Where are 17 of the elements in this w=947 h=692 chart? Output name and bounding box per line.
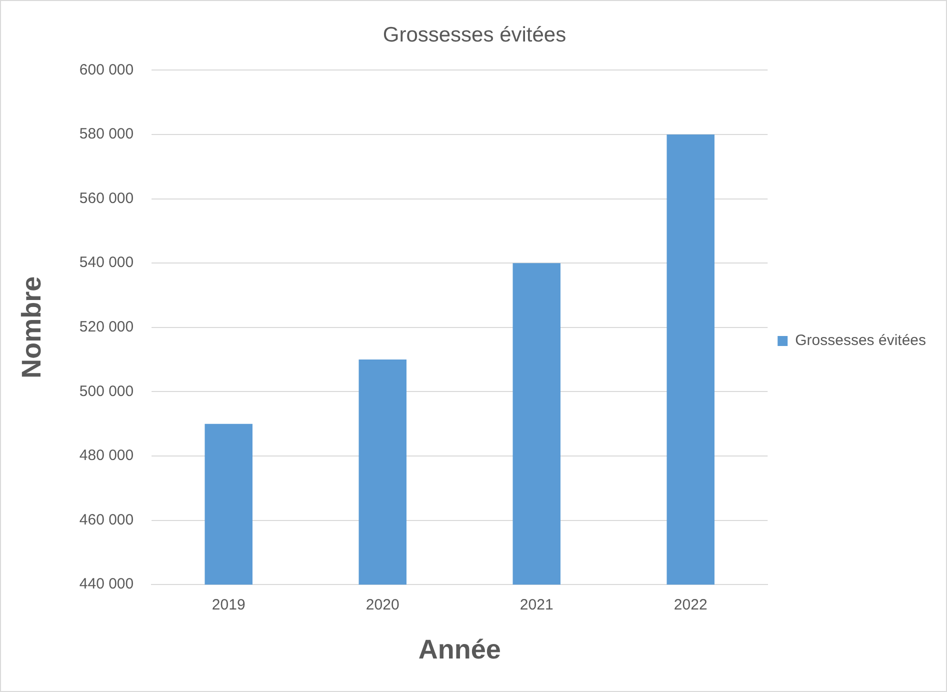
y-tick-label: 540 000 [79, 254, 134, 272]
y-tick-label: 600 000 [79, 61, 134, 78]
y-tick-label: 440 000 [79, 576, 134, 593]
x-axis-title: Année [418, 634, 501, 664]
y-tick-label: 520 000 [79, 318, 134, 336]
y-tick-label: 560 000 [79, 190, 134, 207]
y-tick-label: 480 000 [79, 447, 134, 464]
y-axis-title: Nombre [16, 276, 47, 378]
x-tick-label: 2021 [520, 596, 554, 614]
y-tick-label: 580 000 [79, 126, 134, 143]
legend-label: Grossesses évitées [795, 332, 926, 350]
x-tick-label: 2019 [212, 596, 246, 614]
x-tick-label: 2020 [366, 596, 400, 614]
chart-title: Grossesses évitées [382, 23, 566, 46]
y-tick-label: 460 000 [79, 511, 134, 528]
x-tick-label: 2022 [674, 596, 708, 614]
y-tick-label: 500 000 [79, 382, 134, 400]
